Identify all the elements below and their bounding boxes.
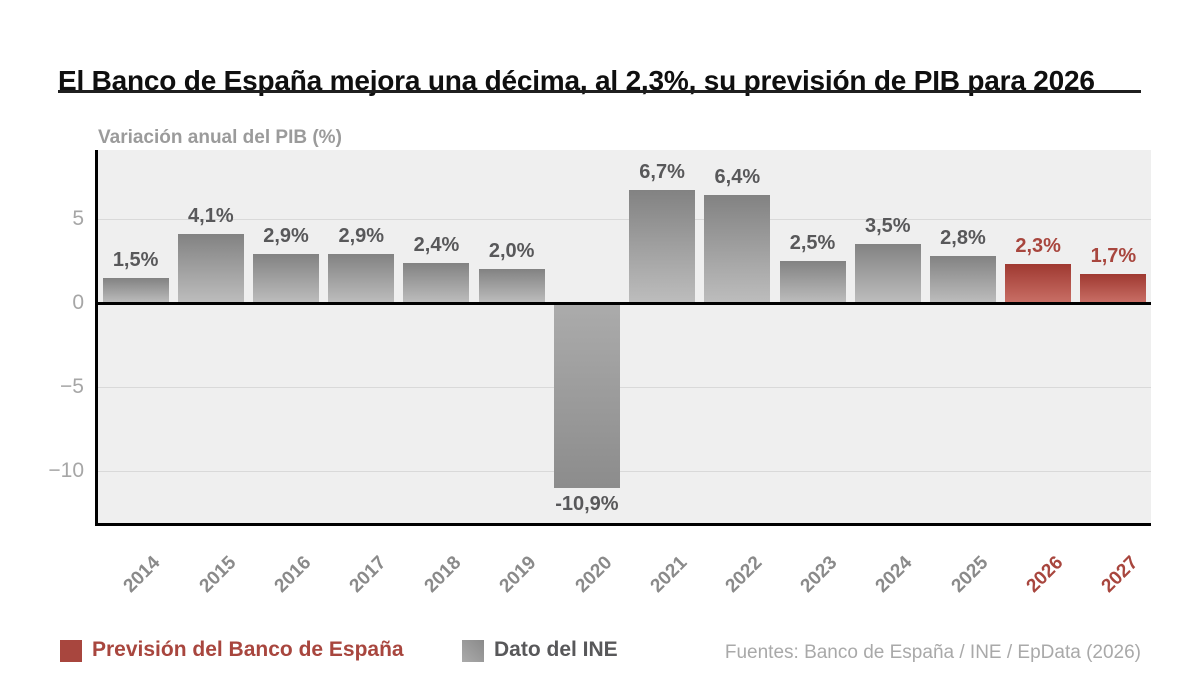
x-axis-labels: 2014 2015 2016 2017 2018 2019 2020 2021 2022 2023… [98, 527, 1151, 607]
bar-2023 [779, 261, 846, 303]
x-tick-2014: 2014 [119, 552, 165, 597]
gridline--5 [98, 387, 1151, 388]
value-label-2018: 2,4% [413, 233, 460, 256]
zero-axis-line [98, 302, 1151, 305]
value-label-2017: 2,9% [338, 225, 385, 248]
value-label-2027: 1,7% [1090, 245, 1137, 268]
bar-2014 [102, 277, 169, 303]
bar-2017 [328, 254, 395, 303]
chart-subtitle: Variación anual del PIB (%) [98, 127, 342, 148]
bar-2015 [177, 234, 244, 303]
value-label-2014: 1,5% [112, 248, 159, 271]
y-tick-5: 5 [72, 207, 84, 230]
value-label-2025: 2,8% [940, 226, 986, 249]
legend-ine-label: Dato del INE [494, 638, 618, 661]
x-tick-2023: 2023 [796, 552, 842, 597]
bar-2016 [253, 254, 320, 303]
title-underline [58, 90, 1141, 93]
source-note: Fuentes: Banco de España / INE / EpData … [724, 642, 1141, 663]
legend-forecast-label: Previsión del Banco de España [92, 638, 404, 661]
value-label-2022: 6,4% [714, 166, 761, 189]
gridline-5 [98, 219, 1151, 220]
bar-2018 [403, 262, 470, 303]
bar-2026 [1005, 264, 1072, 303]
x-tick-2024: 2024 [872, 552, 917, 597]
x-tick-2026: 2026 [1022, 552, 1068, 597]
value-label-2021: 6,7% [639, 161, 685, 184]
x-tick-2016: 2016 [270, 552, 316, 597]
x-tick-2019: 2019 [496, 552, 541, 597]
y-tick-0: 0 [72, 291, 84, 314]
plot-area: 1,5% 4,1% 2,9% 2,9% 2,4% 2,0% -10,9% 6,7% 6,4% 2,… [95, 150, 1151, 526]
bar-2027 [1080, 274, 1147, 303]
bar-2025 [929, 255, 996, 303]
bar-2024 [854, 244, 921, 303]
bar-2022 [704, 195, 771, 303]
y-tick--10: −10 [48, 459, 84, 482]
value-label-2024: 3,5% [864, 215, 911, 238]
bar-2021 [629, 190, 696, 303]
x-tick-2021: 2021 [646, 552, 692, 597]
value-label-2020: -10,9% [555, 493, 619, 516]
y-tick--5: −5 [60, 375, 84, 398]
x-tick-2017: 2017 [345, 552, 391, 597]
legend-ine-swatch [462, 640, 484, 662]
gridline--10 [98, 471, 1151, 472]
x-tick-2018: 2018 [420, 552, 466, 597]
value-label-2026: 2,3% [1015, 235, 1061, 258]
x-tick-2022: 2022 [721, 552, 767, 597]
value-label-2016: 2,9% [263, 225, 309, 248]
legend-forecast-swatch [60, 640, 82, 662]
bar-2019 [478, 269, 545, 303]
value-label-2019: 2,0% [488, 240, 535, 263]
value-label-2015: 4,1% [188, 205, 234, 228]
x-tick-2020: 2020 [571, 552, 616, 597]
x-tick-2015: 2015 [195, 552, 240, 597]
bar-2020 [553, 304, 620, 488]
x-tick-2027: 2027 [1097, 552, 1143, 597]
x-tick-2025: 2025 [947, 552, 993, 597]
value-label-2023: 2,5% [789, 232, 836, 254]
